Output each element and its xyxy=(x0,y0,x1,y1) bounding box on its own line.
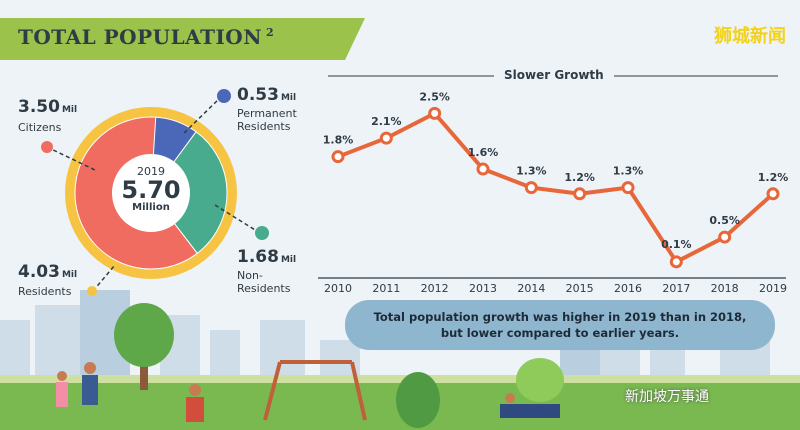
data-point-2018 xyxy=(718,230,732,244)
residents-number: 4.03 xyxy=(18,262,60,282)
data-label-2010: 1.8% xyxy=(323,134,354,147)
donut-total-unit: Million xyxy=(132,202,170,213)
x-tick-2015: 2015 xyxy=(566,282,594,295)
data-label-2011: 2.1% xyxy=(371,115,402,128)
x-tick-2017: 2017 xyxy=(662,282,690,295)
footer-watermark: 新加坡万事通 xyxy=(625,389,709,405)
data-point-2013 xyxy=(476,162,490,176)
x-tick-2018: 2018 xyxy=(711,282,739,295)
pr-marker xyxy=(217,89,231,103)
data-point-2014 xyxy=(524,181,538,195)
watermark-logo: 狮城新闻 xyxy=(714,26,786,47)
citizens-value: 3.50 Mil xyxy=(18,97,77,117)
pr-value: 0.53 Mil xyxy=(237,85,296,105)
pr-number: 0.53 xyxy=(237,85,279,105)
data-point-2019 xyxy=(766,187,780,201)
title-superscript: 2 xyxy=(266,26,275,40)
summary-line-1: Total population growth was higher in 20… xyxy=(373,310,747,324)
data-label-2012: 2.5% xyxy=(419,90,450,103)
data-point-2017 xyxy=(669,255,683,269)
x-tick-2010: 2010 xyxy=(324,282,352,295)
citizens-unit: Mil xyxy=(61,105,78,115)
data-point-2016 xyxy=(621,181,635,195)
x-tick-2014: 2014 xyxy=(517,282,545,295)
residents-value: 4.03 Mil xyxy=(18,262,77,282)
x-tick-2012: 2012 xyxy=(421,282,449,295)
pr-unit: Mil xyxy=(280,93,297,103)
residents-marker xyxy=(87,286,97,296)
pr-label: Permanent Residents xyxy=(237,107,297,133)
page-title-text: TOTAL POPULATION xyxy=(18,25,263,49)
summary-line-2: but lower compared to earlier years. xyxy=(440,326,680,340)
citizens-marker xyxy=(41,141,53,153)
data-point-2012 xyxy=(428,106,442,120)
donut-year: 2019 xyxy=(137,165,165,178)
data-label-2014: 1.3% xyxy=(516,165,547,178)
data-point-2011 xyxy=(379,131,393,145)
x-tick-2013: 2013 xyxy=(469,282,497,295)
nonres-marker xyxy=(255,226,269,240)
donut-leaders xyxy=(41,89,269,296)
nonres-number: 1.68 xyxy=(237,247,279,267)
data-label-2015: 1.2% xyxy=(564,171,595,184)
data-point-2010 xyxy=(331,150,345,164)
summary-note: Total population growth was higher in 20… xyxy=(345,300,775,350)
x-tick-2016: 2016 xyxy=(614,282,642,295)
population-donut xyxy=(65,107,237,279)
residents-label: Residents xyxy=(18,285,72,298)
page-title: TOTAL POPULATION 2 xyxy=(18,25,274,49)
data-label-2017: 0.1% xyxy=(661,238,692,251)
data-point-2015 xyxy=(573,187,587,201)
data-label-2019: 1.2% xyxy=(758,171,788,184)
data-label-2018: 0.5% xyxy=(709,214,740,227)
nonres-label: Non-Residents xyxy=(237,269,291,295)
data-label-2016: 1.3% xyxy=(613,165,644,178)
nonres-value: 1.68 Mil xyxy=(237,247,296,267)
title-banner xyxy=(0,18,365,60)
citizens-number: 3.50 xyxy=(18,97,60,117)
x-tick-2019: 2019 xyxy=(759,282,787,295)
chart-title: Slower Growth xyxy=(494,68,614,82)
growth-line-chart: 1.8% 2.1% 2.5% 1.6% 1.3% 1.2% 1.3% 0.1% 0.5% 1.2%… xyxy=(318,75,788,295)
data-label-2013: 1.6% xyxy=(468,146,499,159)
city-scenery xyxy=(0,290,800,430)
citizens-label: Citizens xyxy=(18,121,62,134)
donut-center: 2019 5.70 Million xyxy=(106,165,196,213)
donut-total: 5.70 xyxy=(121,176,181,204)
residents-unit: Mil xyxy=(61,270,78,280)
x-tick-2011: 2011 xyxy=(372,282,400,295)
nonres-unit: Mil xyxy=(280,255,297,265)
growth-series-line xyxy=(337,111,775,264)
